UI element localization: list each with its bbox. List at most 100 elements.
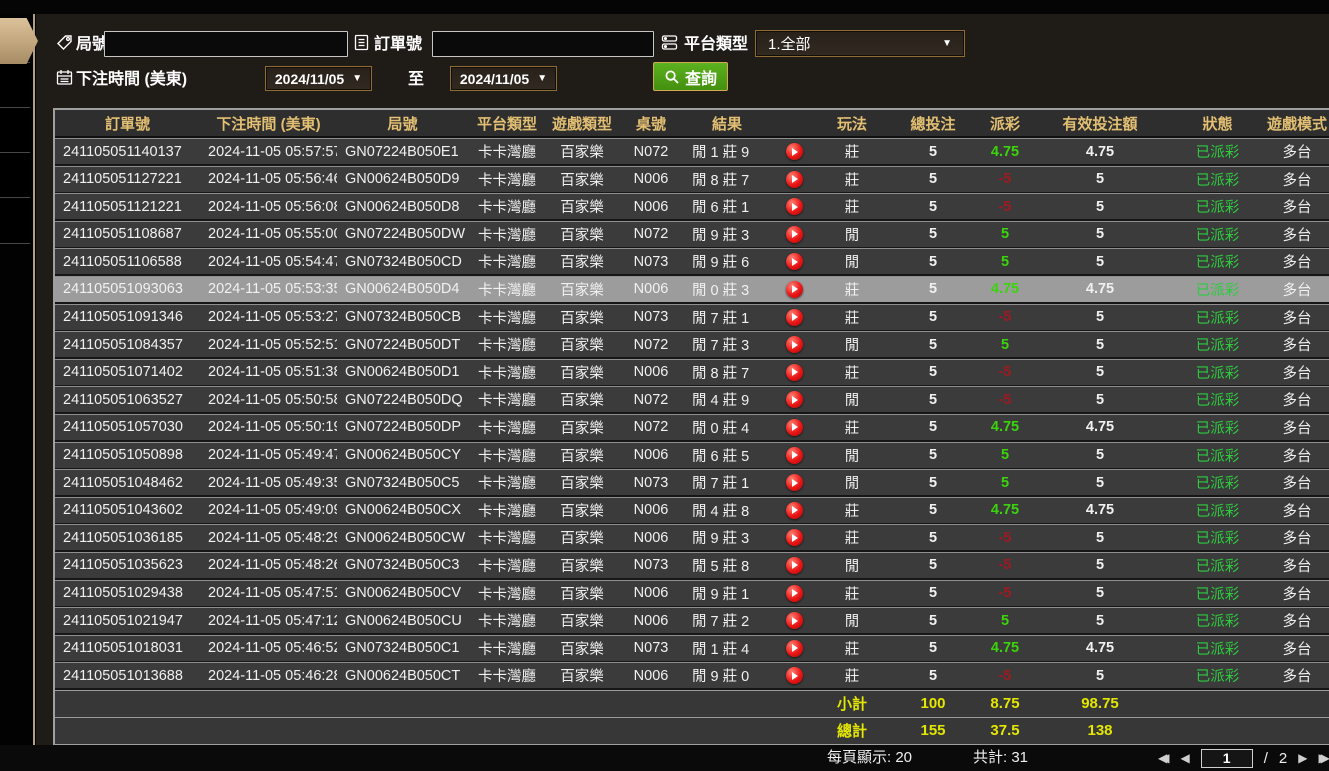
replay-button[interactable] <box>785 612 803 630</box>
cell-bet: 5 <box>928 502 938 519</box>
table-row[interactable]: 241105051106588 2024-11-05 05:54:47 GN0732… <box>55 248 1329 275</box>
sidebar-item[interactable] <box>0 107 30 153</box>
table-row[interactable]: 241105051013688 2024-11-05 05:46:28 GN0062… <box>55 662 1329 689</box>
sidebar-item[interactable] <box>0 197 30 244</box>
play-icon <box>792 257 798 266</box>
cell-status: 已派彩 <box>1195 420 1240 437</box>
table-row[interactable]: 241105051091346 2024-11-05 05:53:27 GN0732… <box>55 303 1329 330</box>
cell-valid: 5 <box>1095 529 1105 546</box>
table-row[interactable]: 241105051048462 2024-11-05 05:49:35 GN0732… <box>55 469 1329 496</box>
table-row[interactable]: 241105051140137 2024-11-05 05:57:57 GN0722… <box>55 138 1329 164</box>
replay-button[interactable] <box>785 363 803 381</box>
table-row[interactable]: 241105051121221 2024-11-05 05:56:08 GN0062… <box>55 193 1329 220</box>
cell-status: 已派彩 <box>1195 310 1240 327</box>
cell-platform: 卡卡灣廳 <box>478 255 536 272</box>
table-row[interactable]: 241105051127221 2024-11-05 05:56:46 GN0062… <box>55 165 1329 192</box>
cell-platform: 卡卡灣廳 <box>478 200 536 217</box>
table-row[interactable]: 241105051035623 2024-11-05 05:48:26 GN0732… <box>55 551 1329 578</box>
cell-result: 閒 0 莊 4 <box>692 420 750 437</box>
replay-button[interactable] <box>785 418 803 436</box>
cell-payout: 4.75 <box>990 281 1020 298</box>
cell-time: 2024-11-05 05:52:51 <box>208 336 337 353</box>
cell-valid: 5 <box>1095 364 1105 381</box>
replay-button[interactable] <box>785 170 803 188</box>
table-row[interactable]: 241105051093063 2024-11-05 05:53:35 GN0062… <box>55 275 1329 302</box>
cell-round: GN07224B050DP <box>345 419 462 436</box>
replay-button[interactable] <box>785 198 803 216</box>
cell-platform: 卡卡灣廳 <box>478 448 536 465</box>
replay-button[interactable] <box>785 391 803 409</box>
search-icon <box>665 70 679 84</box>
date-from-select[interactable]: 2024/11/05 ▼ <box>265 66 372 91</box>
sidebar-item[interactable] <box>0 152 30 198</box>
replay-button[interactable] <box>785 280 803 298</box>
date-to-select[interactable]: 2024/11/05 ▼ <box>450 66 557 91</box>
cell-valid: 4.75 <box>1085 640 1115 657</box>
replay-button[interactable] <box>785 639 803 657</box>
cell-platform: 卡卡灣廳 <box>478 503 536 520</box>
platform-select[interactable]: 1.全部 ▼ <box>755 30 965 57</box>
play-icon <box>792 340 798 349</box>
bet-time-label: 下注時間 (美東) <box>76 71 188 88</box>
replay-button[interactable] <box>785 556 803 574</box>
replay-button[interactable] <box>785 336 803 354</box>
cell-result: 閒 7 莊 1 <box>692 310 750 327</box>
play-icon <box>792 147 798 156</box>
table-row[interactable]: 241105051029438 2024-11-05 05:47:51 GN0062… <box>55 579 1329 606</box>
cell-time: 2024-11-05 05:48:29 <box>208 529 337 546</box>
replay-button[interactable] <box>785 253 803 271</box>
cell-round: GN00624B050D8 <box>345 198 460 215</box>
replay-button[interactable] <box>785 446 803 464</box>
play-icon <box>792 202 798 211</box>
replay-button[interactable] <box>785 501 803 519</box>
cell-mode: 多台 <box>1282 641 1312 658</box>
table-row[interactable]: 241105051063527 2024-11-05 05:50:58 GN0722… <box>55 386 1329 413</box>
cell-payout: 4.75 <box>990 640 1020 657</box>
round-input[interactable] <box>104 31 348 57</box>
replay-button[interactable] <box>785 529 803 547</box>
chevron-down-icon: ▼ <box>942 38 952 49</box>
column-header-order: 訂單號 <box>104 115 150 133</box>
cell-game: 百家樂 <box>560 503 604 520</box>
cell-bet: 5 <box>928 447 938 464</box>
total-pages: 2 <box>1278 749 1288 767</box>
column-header-table_no: 桌號 <box>635 115 666 133</box>
cell-mode: 多台 <box>1282 393 1312 410</box>
cell-status: 已派彩 <box>1195 172 1240 189</box>
cell-table_no: N006 <box>633 447 669 464</box>
prev-page-button[interactable]: ◀ <box>1180 751 1190 765</box>
table-row[interactable]: 241105051084357 2024-11-05 05:52:51 GN0722… <box>55 331 1329 358</box>
cell-platform: 卡卡灣廳 <box>478 586 536 603</box>
column-header-valid: 有效投注額 <box>1062 115 1138 133</box>
cell-status: 已派彩 <box>1195 586 1240 603</box>
table-row[interactable]: 241105051057030 2024-11-05 05:50:19 GN0722… <box>55 413 1329 440</box>
replay-button[interactable] <box>785 308 803 326</box>
replay-button[interactable] <box>785 225 803 243</box>
play-icon <box>792 423 798 432</box>
play-icon <box>792 313 798 322</box>
play-icon <box>792 478 798 487</box>
table-row[interactable]: 241105051043602 2024-11-05 05:49:09 GN0062… <box>55 496 1329 523</box>
cell-order: 241105051106588 <box>63 253 182 270</box>
next-page-button[interactable]: ▶ <box>1298 751 1308 765</box>
cell-valid: 4.75 <box>1085 502 1115 519</box>
replay-button[interactable] <box>785 474 803 492</box>
replay-button[interactable] <box>785 143 803 160</box>
table-row[interactable]: 241105051036185 2024-11-05 05:48:29 GN0062… <box>55 524 1329 551</box>
replay-button[interactable] <box>785 667 803 685</box>
query-button[interactable]: 查詢 <box>653 62 729 91</box>
last-page-button[interactable]: ▶▶ <box>1318 751 1329 765</box>
first-page-button[interactable]: ◀◀ <box>1158 751 1170 765</box>
table-row[interactable]: 241105051071402 2024-11-05 05:51:38 GN0062… <box>55 358 1329 385</box>
page-number-input[interactable] <box>1200 748 1253 768</box>
replay-button[interactable] <box>785 584 803 602</box>
calendar-icon <box>55 68 74 87</box>
table-row[interactable]: 241105051108687 2024-11-05 05:55:00 GN0722… <box>55 220 1329 247</box>
table-row[interactable]: 241105051021947 2024-11-05 05:47:12 GN0062… <box>55 607 1329 634</box>
play-icon <box>792 175 798 184</box>
sidebar-item[interactable] <box>0 62 30 108</box>
table-row[interactable]: 241105051018031 2024-11-05 05:46:52 GN0732… <box>55 634 1329 661</box>
table-row[interactable]: 241105051050898 2024-11-05 05:49:47 GN0062… <box>55 441 1329 468</box>
order-input[interactable] <box>432 31 654 57</box>
pagination: ◀◀ ◀ / 2 ▶ ▶▶ <box>1158 745 1329 771</box>
